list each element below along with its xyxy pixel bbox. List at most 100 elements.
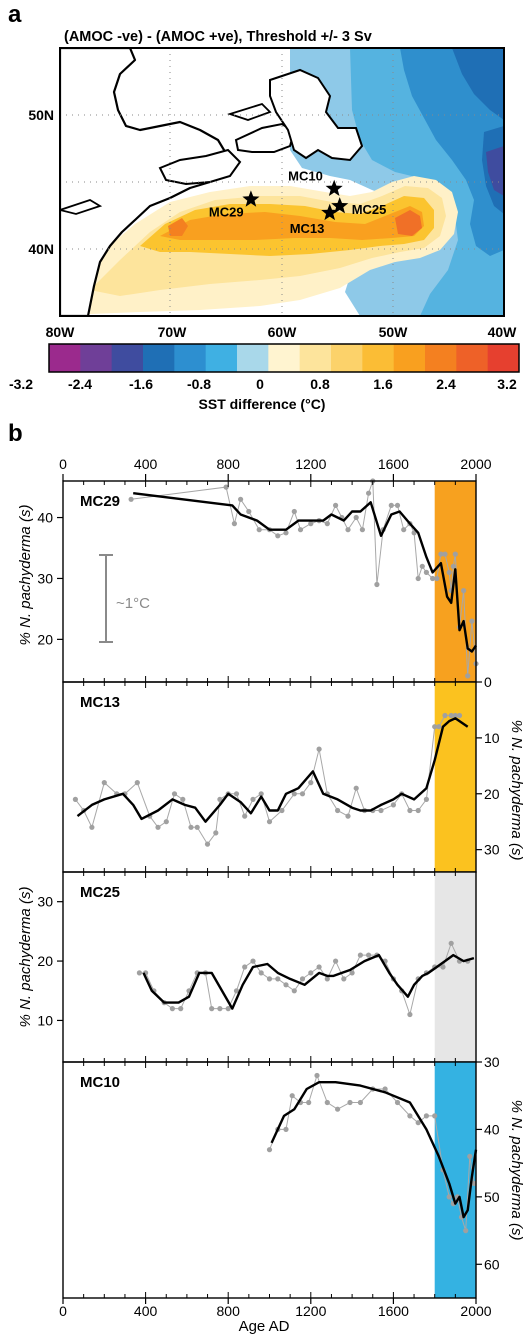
scale-bar-label: ~1°C xyxy=(116,595,150,612)
bottom-axis-label-1600: 1600 xyxy=(378,1303,409,1319)
mc29-data-point xyxy=(291,508,297,515)
mc13-smoothed-line xyxy=(76,717,469,823)
site-star-mc29 xyxy=(242,190,260,207)
sst-field-darkest-blue xyxy=(486,146,504,196)
mc29-data-point xyxy=(308,521,314,527)
mc13-data-point xyxy=(436,724,442,730)
mc10-data-point xyxy=(423,1113,429,1119)
mc10-data-point xyxy=(335,1106,341,1112)
site-label-mc25: MC25 xyxy=(352,202,387,217)
bottom-axis-label-1200: 1200 xyxy=(295,1303,326,1319)
mc29-ytick-label: 30 xyxy=(37,570,53,586)
colorbar-bin-8 xyxy=(299,344,332,372)
mc25-data-point xyxy=(242,964,248,970)
mc10-data-point xyxy=(463,1228,469,1234)
colorbar-bin-2 xyxy=(111,344,144,372)
mc25-data-point xyxy=(308,970,314,976)
mc13-data-point xyxy=(316,746,322,752)
colorbar-tick-neg3.2: -3.2 xyxy=(9,376,33,392)
mc13-highlight-band xyxy=(434,682,476,872)
mc10-data-point xyxy=(314,1072,320,1079)
mc13-data-point xyxy=(101,780,107,786)
mc13-data-point xyxy=(213,830,219,836)
mc13-ytick-label: 20 xyxy=(484,786,500,802)
mc29-data-point xyxy=(324,521,330,527)
colorbar-bin-11 xyxy=(393,344,426,372)
mc29-data-point xyxy=(359,527,365,533)
mc13-data-point xyxy=(299,791,306,797)
mc13-core-label: MC13 xyxy=(80,694,120,711)
colorbar-tick-3.2: 3.2 xyxy=(497,376,517,392)
mc13-data-point xyxy=(353,785,359,791)
mc29-data-point xyxy=(238,496,244,502)
colorbar-label: SST difference (°C) xyxy=(199,396,326,412)
bottom-axis-label-2000: 2000 xyxy=(460,1303,491,1319)
mc25-data-point xyxy=(225,1006,231,1012)
mc25-data-point xyxy=(258,970,264,976)
sst-field-blue xyxy=(400,48,504,256)
mc10-ytick-label: 60 xyxy=(484,1256,500,1272)
mc10-ytick-label: 50 xyxy=(484,1189,500,1205)
mc25-data-point xyxy=(275,976,281,982)
mc29-data-point xyxy=(297,527,304,533)
bottom-axis-label-800: 800 xyxy=(217,1303,241,1319)
mc25-data-point xyxy=(440,964,446,970)
colorbar-tick-neg1.6: -1.6 xyxy=(129,376,153,392)
mc29-data-point xyxy=(366,490,372,496)
mc29-data-point xyxy=(353,514,359,521)
mc10-data-point xyxy=(467,1153,473,1159)
site-label-mc13: MC13 xyxy=(290,221,325,236)
sst-field-coastal-max xyxy=(168,218,188,236)
map-graticule xyxy=(60,48,504,316)
mc29-data-point xyxy=(419,563,425,569)
mc29-data-point xyxy=(465,673,471,679)
mc13-data-point xyxy=(171,791,178,797)
panel-a-title: (AMOC -ve) - (AMOC +ve), Threshold +/- 3… xyxy=(64,29,372,45)
mc10-data-point xyxy=(446,1194,452,1200)
mc29-data-point xyxy=(223,484,229,490)
mc10-data-point xyxy=(471,1180,477,1186)
mc29-data-point xyxy=(374,581,380,588)
sst-field-warm-deep-orange xyxy=(160,206,424,240)
mc29-data-point xyxy=(442,551,448,557)
mc13-data-point xyxy=(180,796,186,803)
mc29-data-point xyxy=(423,569,429,576)
mc13-data-point xyxy=(188,824,194,830)
mc29-data-point xyxy=(430,575,436,582)
mc13-data-point xyxy=(390,802,396,808)
mc29-data-point xyxy=(275,533,281,539)
mc25-data-point xyxy=(349,970,355,976)
mc25-data-point xyxy=(169,1006,175,1012)
mc25-data-point xyxy=(217,1006,223,1012)
mc25-data-point xyxy=(209,1006,215,1012)
mc29-data-point xyxy=(434,575,440,582)
mc29-data-point xyxy=(231,521,237,527)
mc29-data-point xyxy=(411,530,417,536)
mc10-data-point xyxy=(432,1113,438,1119)
colorbar-bin-4 xyxy=(174,344,207,372)
panel-b-letter: b xyxy=(8,420,23,447)
mc13-data-point xyxy=(452,712,458,719)
mc10-smoothed-line xyxy=(270,1080,478,1219)
mc10-core-label: MC10 xyxy=(80,1074,120,1091)
mc29-data-point xyxy=(333,502,339,508)
stacked-records: MC29 20 30 40 MC13 0 10 20 30 MC25 10 20 30 MC10 30 40 5… xyxy=(37,456,499,1319)
mc13-ytick-label: 30 xyxy=(484,842,500,858)
y-axis-title-right-top: % N. pachyderma (s) xyxy=(508,720,525,861)
cape-breton xyxy=(234,122,296,153)
colorbar-tick-2.4: 2.4 xyxy=(436,376,456,392)
lon-label-80w: 80W xyxy=(46,324,76,340)
mc10-data-point xyxy=(415,1120,421,1126)
mc13-ytick-label: 0 xyxy=(484,674,492,690)
mc29-ytick-label: 20 xyxy=(37,631,53,647)
mc25-data-point xyxy=(407,1011,413,1018)
top-axis-label-1200: 1200 xyxy=(295,456,326,472)
colorbar xyxy=(49,344,520,372)
colorbar-bin-7 xyxy=(268,344,301,372)
mc25-data-point xyxy=(136,970,142,976)
lon-label-60w: 60W xyxy=(268,324,298,340)
mc25-core-label: MC25 xyxy=(80,884,120,901)
top-axis-label-400: 400 xyxy=(134,456,158,472)
mc13-data-point xyxy=(456,712,463,719)
mc10-data-point xyxy=(306,1099,312,1106)
